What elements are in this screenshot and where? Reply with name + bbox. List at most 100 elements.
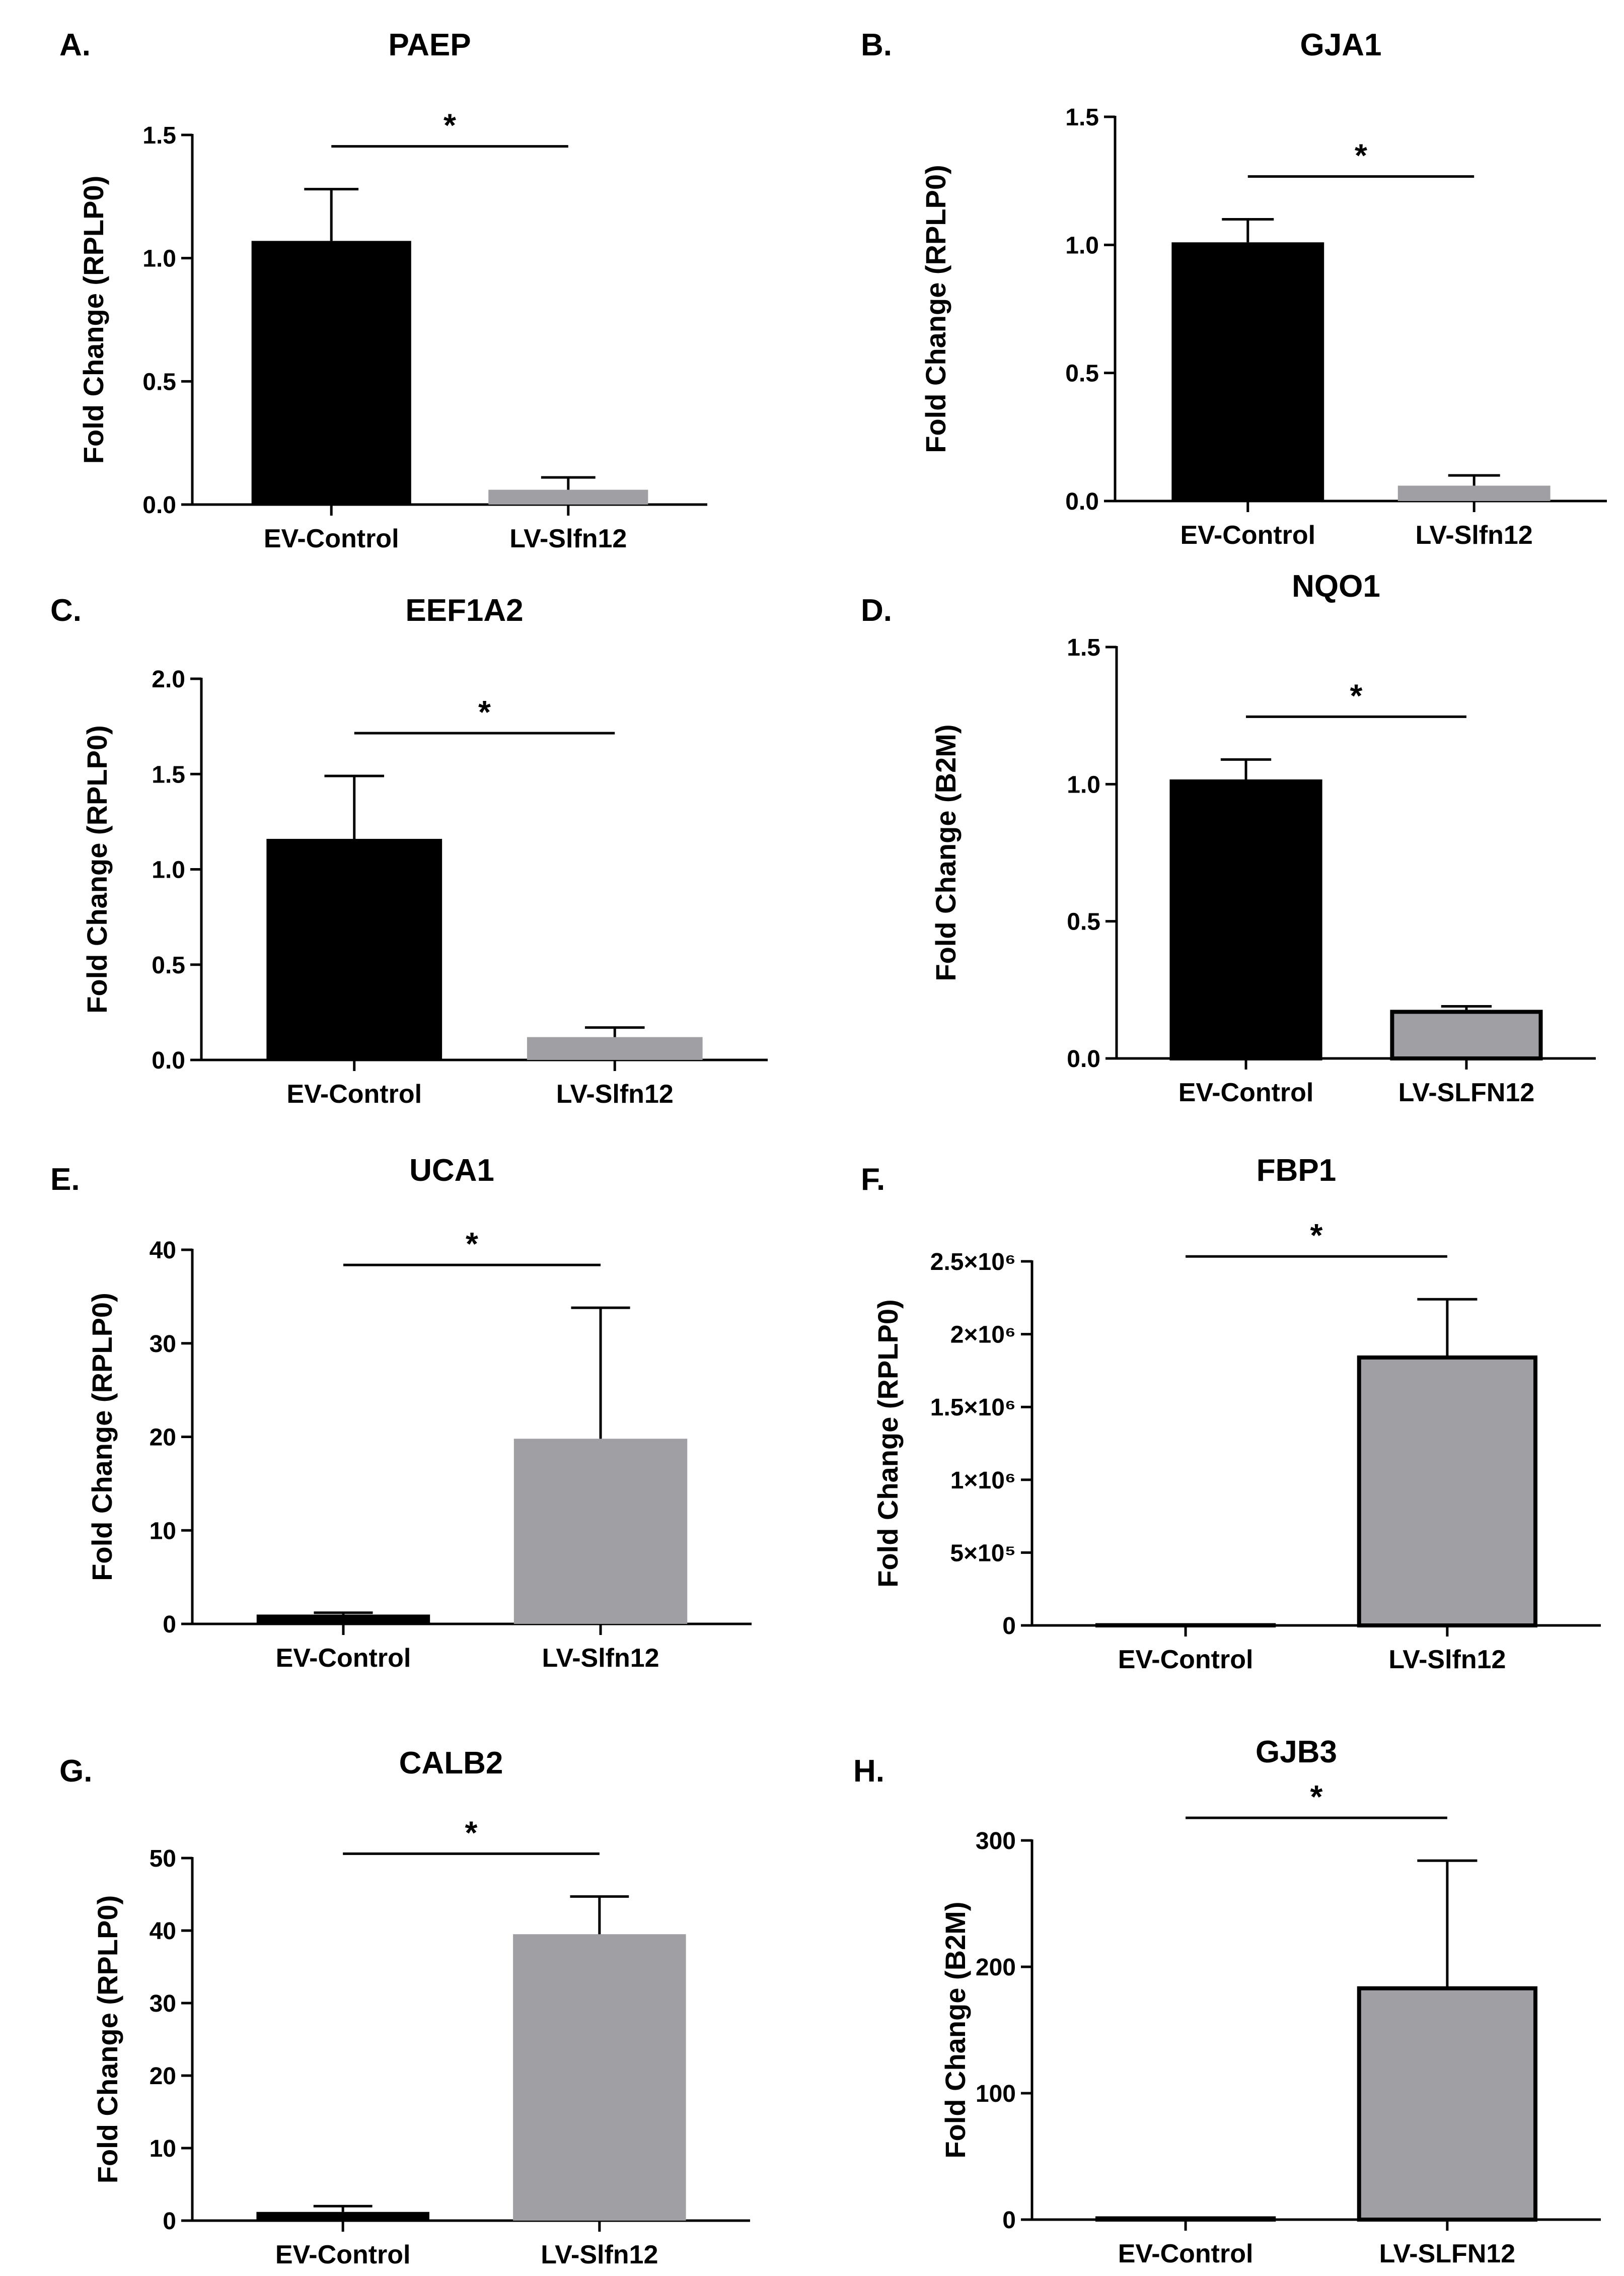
y-tick-label: 0.0 [1065,488,1099,515]
y-tick-label: 0 [1002,1613,1016,1640]
y-tick-label: 0 [163,2208,176,2235]
y-tick-label: 0.0 [142,492,176,519]
y-tick-label: 2×10⁶ [950,1322,1016,1348]
y-tick-label: 2.5×10⁶ [930,1249,1016,1275]
chart-panel-3: C. EEF1A2 Fold Change (RPLP0) 0.0 0.5 1.0 1.5 2… [50,593,768,1109]
category-label: LV-Slfn12 [541,2240,658,2269]
chart-title: UCA1 [409,1153,494,1188]
chart-panel-1: A. PAEP Fold Change (RPLP0) 0.0 0.5 1.0 1.5 EV-… [59,28,707,553]
y-tick-label: 40 [150,1918,176,1945]
y-axis-label: Fold Change (RPLP0) [872,1299,904,1587]
y-tick-label: 1.5 [152,761,185,788]
chart-panel-4: D. NQO1 Fold Change (B2M) 0.0 0.5 1.0 1.5 EV-Co… [861,569,1596,1107]
y-axis-label: Fold Change (RPLP0) [92,1895,123,2183]
bar-lv-slfn12 [1357,1986,1538,2222]
y-tick-label: 1.5 [1067,634,1100,661]
panel-letter: C. [50,593,82,628]
bar-ev-control [1169,779,1322,1061]
bar-ev-control [256,1614,430,1624]
y-axis-label: Fold Change (RPLP0) [920,165,951,453]
y-tick-label: 1.5 [1065,104,1099,131]
significance-star: * [1350,677,1363,714]
panel-letter: D. [861,593,892,628]
y-axis-label: Fold Change (B2M) [930,724,962,981]
category-label: EV-Control [1118,1645,1253,1674]
bar-lv-slfn12 [1397,485,1551,501]
bar-lv-slfn12 [513,1439,688,1624]
y-tick-label: 100 [976,2081,1016,2107]
bar-lv-slfn12 [488,489,648,505]
significance-star: * [444,107,456,144]
chart-title: GJB3 [1256,1735,1337,1769]
y-tick-label: 300 [976,1828,1016,1855]
category-label: EV-Control [264,524,399,553]
chart-title: FBP1 [1257,1153,1336,1188]
y-axis-label: Fold Change (RPLP0) [81,725,113,1013]
category-label: EV-Control [275,2240,411,2269]
chart-title: EEF1A2 [405,593,523,628]
y-tick-label: 0 [163,1611,176,1638]
y-tick-label: 0.5 [152,952,185,979]
y-tick-label: 0.5 [142,369,176,395]
chart-panel-6: F. FBP1 Fold Change (RPLP0) 0 5×10⁵ 1×10⁶ 1.5×… [861,1153,1601,1674]
y-tick-label: 1.0 [1065,232,1099,259]
y-axis-label: Fold Change (RPLP0) [78,176,109,464]
category-label: LV-Slfn12 [509,524,627,553]
y-tick-label: 20 [150,2063,176,2090]
category-label: EV-Control [1118,2239,1253,2268]
bar-lv-slfn12 [527,1037,703,1060]
significance-star: * [466,1226,478,1262]
panel-letter: H. [853,1754,884,1789]
bar-lv-slfn12 [1357,1355,1538,1628]
chart-title: CALB2 [399,1746,503,1781]
bar-lv-slfn12 [513,1934,686,2221]
significance-star: * [1310,1217,1323,1253]
significance-star: * [465,1814,478,1851]
y-tick-label: 1.0 [142,246,176,272]
category-label: EV-Control [276,1644,411,1673]
bar-ev-control [1095,1623,1276,1627]
y-tick-label: 30 [150,1990,176,2017]
y-tick-label: 1.0 [152,857,185,884]
bar-ev-control [266,838,442,1060]
panel-letter: A. [59,28,91,62]
category-label: LV-SLFN12 [1398,1078,1535,1107]
category-label: LV-Slfn12 [1416,521,1533,550]
y-tick-label: 50 [150,1845,176,1872]
y-tick-label: 1×10⁶ [950,1467,1016,1494]
y-tick-label: 20 [150,1425,176,1451]
category-label: LV-Slfn12 [1388,1645,1506,1674]
category-label: LV-Slfn12 [542,1644,659,1673]
chart-title: GJA1 [1300,28,1382,62]
y-tick-label: 0.0 [152,1047,185,1074]
bar-ev-control [251,241,411,505]
panel-letter: B. [861,28,892,62]
y-tick-label: 0.5 [1067,909,1100,936]
y-tick-label: 10 [150,2136,176,2162]
chart-title: PAEP [388,28,471,62]
y-tick-label: 5×10⁵ [950,1540,1016,1567]
y-tick-label: 10 [150,1518,176,1544]
panel-letter: F. [861,1162,885,1197]
y-tick-label: 30 [150,1331,176,1358]
chart-panel-7: G. CALB2 Fold Change (RPLP0) 0 10 20 30 40 50 EV-… [59,1746,750,2269]
category-label: LV-Slfn12 [556,1080,674,1109]
category-label: EV-Control [1178,1078,1314,1107]
category-label: LV-SLFN12 [1379,2239,1516,2268]
y-tick-label: 2.0 [152,666,185,693]
bar-ev-control [1171,242,1324,501]
bar-ev-control [256,2212,429,2221]
y-tick-label: 0 [1002,2207,1016,2234]
y-tick-label: 1.0 [1067,771,1100,798]
y-axis-label: Fold Change (B2M) [939,1901,971,2158]
significance-star: * [1355,137,1367,173]
y-tick-label: 0.0 [1067,1046,1100,1073]
chart-panel-8: H. GJB3 Fold Change (B2M) 0 100 200 300 EV-Cont… [853,1735,1601,2268]
bar-lv-slfn12 [1390,1010,1543,1060]
panel-letter: G. [59,1754,92,1789]
chart-panel-2: B. GJA1 Fold Change (RPLP0) 0.0 0.5 1.0 1.5 EV-… [861,28,1607,550]
chart-title: NQO1 [1292,569,1380,604]
significance-star: * [478,694,491,730]
